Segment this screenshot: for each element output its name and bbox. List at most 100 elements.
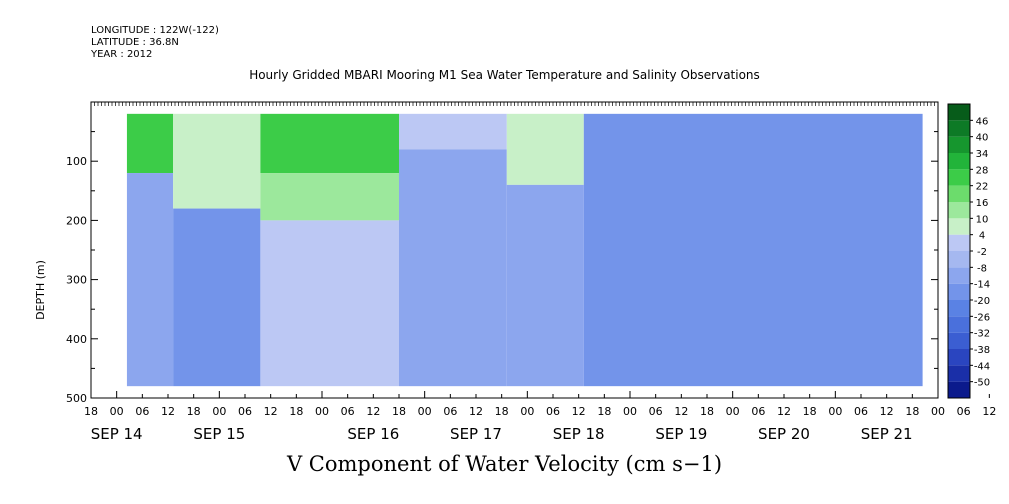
year-label: YEAR : 2012	[91, 49, 153, 60]
x-hour-label: 18	[495, 405, 509, 418]
x-date-label: SEP 17	[450, 425, 502, 443]
colorbar-label: 28	[976, 165, 989, 176]
x-hour-label: 12	[777, 405, 791, 418]
x-date-label: SEP 18	[553, 425, 605, 443]
heatmap-cell	[173, 113, 261, 209]
x-hour-label: 00	[110, 405, 124, 418]
x-hour-label: 06	[546, 405, 560, 418]
colorbar-label: -2	[977, 247, 987, 258]
colorbar-swatch	[948, 104, 970, 121]
heatmap-cell	[506, 113, 584, 185]
x-hour-label: 12	[880, 405, 894, 418]
colorbar-swatch	[948, 153, 970, 170]
colorbar-swatch	[948, 316, 970, 333]
x-hour-label: 06	[135, 405, 149, 418]
colorbar-swatch	[948, 365, 970, 382]
heatmap-cell	[173, 208, 261, 387]
colorbar-swatch	[948, 169, 970, 186]
x-hour-label: 06	[341, 405, 355, 418]
colorbar-label: -32	[974, 329, 990, 340]
chart-title: Hourly Gridded MBARI Mooring M1 Sea Wate…	[249, 68, 760, 82]
x-hour-label: 18	[905, 405, 919, 418]
x-hour-label: 00	[315, 405, 329, 418]
x-date-label: SEP 15	[193, 425, 245, 443]
x-hour-label: 00	[418, 405, 432, 418]
x-hour-label: 12	[161, 405, 175, 418]
colorbar-swatch	[948, 234, 970, 251]
y-tick-label: 300	[66, 274, 87, 287]
colorbar-swatch	[948, 120, 970, 137]
heatmap-fill-layer	[126, 113, 923, 387]
x-hour-label: 18	[289, 405, 303, 418]
chart-caption: V Component of Water Velocity (cm s−1)	[286, 452, 723, 476]
x-hour-label: 06	[751, 405, 765, 418]
colorbar-swatch	[948, 349, 970, 366]
x-hour-label: 12	[674, 405, 688, 418]
x-date-label: SEP 16	[347, 425, 399, 443]
colorbar-label: 22	[976, 182, 989, 193]
x-hour-label: 18	[700, 405, 714, 418]
colorbar-swatch	[948, 381, 970, 398]
x-hour-label: 18	[84, 405, 98, 418]
y-tick-label: 200	[66, 214, 87, 227]
x-hour-label: 00	[931, 405, 945, 418]
x-hour-label: 12	[264, 405, 278, 418]
colorbar-swatch	[948, 185, 970, 202]
y-axis: 100 200 300 400 500	[66, 131, 938, 405]
colorbar-label: 16	[976, 198, 989, 209]
x-hour-label: 12	[572, 405, 586, 418]
longitude-label: LONGITUDE : 122W(-122)	[91, 25, 219, 36]
x-date-label: SEP 14	[91, 425, 143, 443]
colorbar-swatch	[948, 267, 970, 284]
y-tick-label: 500	[66, 392, 87, 405]
heatmap-cell	[260, 173, 399, 221]
x-hour-label: 06	[649, 405, 663, 418]
colorbar-label: 46	[976, 116, 989, 127]
colorbar: -50 -44 -38 -32 -26 -20 -14 -8 -2 4 10 16 22 28 34 40 46	[947, 103, 990, 399]
x-date-label: SEP 21	[861, 425, 913, 443]
heatmap-cell	[260, 220, 399, 387]
y-axis-label: DEPTH (m)	[34, 260, 47, 320]
heatmap-cell	[583, 113, 923, 387]
x-hour-label: 06	[854, 405, 868, 418]
x-hour-label: 18	[392, 405, 406, 418]
colorbar-label: 10	[976, 214, 989, 225]
x-hour-label: 00	[212, 405, 226, 418]
colorbar-label: 4	[979, 231, 985, 242]
colorbar-swatch	[948, 332, 970, 349]
colorbar-label: -44	[974, 361, 990, 372]
heatmap-cell	[126, 173, 174, 387]
colorbar-label: -8	[977, 263, 987, 274]
colorbar-label: 40	[976, 133, 989, 144]
colorbar-swatch	[948, 136, 970, 153]
heatmap-cell	[399, 113, 507, 150]
colorbar-label: -14	[974, 280, 990, 291]
x-hour-label: 12	[982, 405, 996, 418]
x-hour-label: 18	[597, 405, 611, 418]
colorbar-swatch	[948, 283, 970, 300]
x-hour-label: 06	[957, 405, 971, 418]
colorbar-swatch	[948, 300, 970, 317]
x-hour-label: 12	[469, 405, 483, 418]
x-hour-label: 00	[726, 405, 740, 418]
colorbar-label: -26	[974, 312, 990, 323]
latitude-label: LATITUDE : 36.8N	[91, 37, 179, 48]
colorbar-label: -38	[974, 345, 990, 356]
x-hour-label: 00	[623, 405, 637, 418]
heatmap-cell	[399, 149, 507, 387]
x-hour-label: 18	[803, 405, 817, 418]
x-hour-label: 12	[366, 405, 380, 418]
y-tick-label: 100	[66, 155, 87, 168]
x-axis: 18 00 06 12 18 00 06 12 18 00 06 12 18 00 06 12 18 00 06 12…	[84, 391, 1009, 443]
colorbar-swatch	[948, 218, 970, 235]
x-hour-label: 18	[187, 405, 201, 418]
colorbar-label: -20	[974, 296, 990, 307]
x-date-label: SEP 20	[758, 425, 810, 443]
heatmap-cell	[260, 113, 399, 174]
colorbar-label: 34	[976, 149, 989, 160]
x-date-label: SEP 19	[655, 425, 707, 443]
colorbar-swatch	[948, 251, 970, 268]
x-hour-label: 00	[520, 405, 534, 418]
x-hour-label: 06	[443, 405, 457, 418]
